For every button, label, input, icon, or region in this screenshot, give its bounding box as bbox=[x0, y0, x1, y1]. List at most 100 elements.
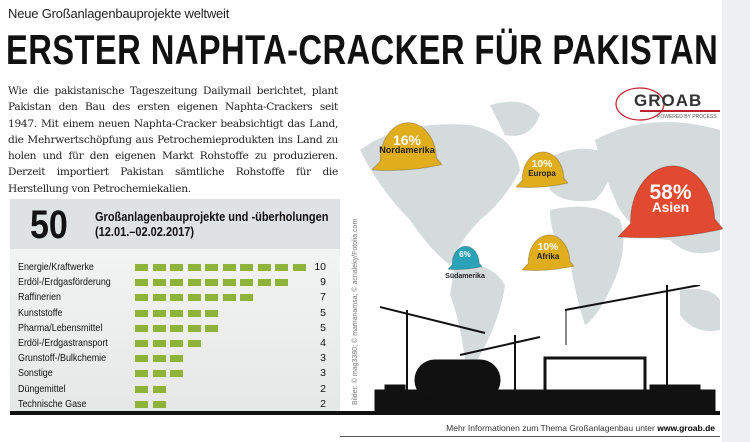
category-label: Raffinerien bbox=[18, 291, 62, 304]
continent-greenland bbox=[490, 101, 540, 136]
bar-unit bbox=[152, 355, 166, 363]
bar-unit bbox=[187, 279, 201, 287]
chart-row: Erdöl-/Erdgasförderung 9 bbox=[10, 275, 340, 290]
bar-unit bbox=[205, 294, 218, 302]
image-credit: Bilder: © mag3380; © mamanamsa; © acnale… bbox=[352, 218, 359, 405]
bar-unit bbox=[222, 264, 236, 271]
bar-unit bbox=[152, 370, 166, 378]
value-label: 2 bbox=[320, 397, 326, 410]
value-label: 4 bbox=[320, 337, 326, 349]
category-label: Pharma/Lebensmittel bbox=[18, 321, 103, 334]
headline: ERSTER NAPHTA-CRACKER FÜR PAKISTAN bbox=[6, 26, 719, 73]
region-helmet: 58% Asien bbox=[618, 162, 723, 241]
bar-unit bbox=[170, 309, 183, 317]
logo-tagline: POWERED BY PROCESS bbox=[657, 114, 717, 120]
helmet-icon bbox=[448, 245, 482, 271]
bar-unit bbox=[205, 324, 218, 332]
storage-tank bbox=[414, 359, 501, 401]
bar-unit bbox=[240, 294, 253, 302]
bar-unit bbox=[135, 309, 148, 317]
bar-unit bbox=[135, 294, 148, 302]
bar-unit bbox=[170, 264, 183, 271]
category-label: Erdöl-/Erdgastransport bbox=[18, 337, 108, 349]
bar-unit bbox=[170, 279, 183, 287]
bar-unit bbox=[257, 279, 271, 287]
region-helmet: 10% Afrika bbox=[522, 233, 574, 272]
value-label: 9 bbox=[320, 276, 326, 289]
total-count: 50 bbox=[30, 203, 68, 247]
bar-unit bbox=[152, 309, 166, 317]
value-label: 5 bbox=[320, 306, 326, 319]
bar-unit bbox=[170, 355, 183, 363]
bar-unit bbox=[170, 370, 183, 378]
region-name: Asien bbox=[651, 200, 690, 216]
chart-header: 50 Großanlagenbauprojekte und -überholun… bbox=[10, 199, 340, 249]
divider bbox=[10, 411, 720, 415]
value-label: 3 bbox=[320, 367, 326, 380]
region-percent: 6% bbox=[459, 250, 471, 260]
chart-row: Grunstoff-/Bulkchemie 3 bbox=[10, 351, 340, 366]
bar-unit bbox=[152, 324, 166, 332]
crane-2 bbox=[459, 335, 541, 395]
chart-row: Sonstige 3 bbox=[10, 366, 340, 381]
region-name: Nordamerika bbox=[379, 145, 435, 156]
region-percent: 58% bbox=[649, 180, 692, 204]
building-small bbox=[649, 384, 701, 396]
chart-row: Pharma/Lebensmittel 5 bbox=[10, 321, 340, 336]
bar-unit bbox=[205, 279, 218, 287]
bar-unit bbox=[275, 264, 288, 271]
category-label: Kunststoffe bbox=[18, 306, 63, 319]
bar-unit bbox=[135, 385, 148, 393]
kicker: Neue Großanlagenbauprojekte weltweit bbox=[8, 6, 230, 21]
footer-link[interactable]: www.groab.de bbox=[657, 423, 715, 433]
value-label: 10 bbox=[314, 261, 326, 273]
category-label: Düngemittel bbox=[18, 382, 66, 395]
region-helmet: 10% Europa bbox=[516, 150, 568, 189]
footer-rule bbox=[340, 436, 720, 437]
value-label: 7 bbox=[320, 291, 326, 304]
projects-chart-panel: 50 Großanlagenbauprojekte und -überholun… bbox=[10, 199, 340, 412]
continent-south-america bbox=[450, 264, 505, 367]
page-edge bbox=[722, 0, 750, 442]
body-text: Wie die pakistanische Tageszeitung Daily… bbox=[8, 85, 338, 195]
bar-unit bbox=[135, 279, 148, 287]
bar-unit bbox=[135, 340, 148, 347]
region-percent: 10% bbox=[531, 158, 553, 170]
chart-row: Energie/Kraftwerke 10 bbox=[10, 260, 340, 275]
helmet-icon bbox=[372, 122, 442, 172]
chart-row: Erdöl-/Erdgastransport 4 bbox=[10, 336, 340, 351]
value-label: 2 bbox=[320, 382, 326, 395]
bar-unit bbox=[152, 294, 166, 302]
logo: GROAB POWERED BY PROCESS bbox=[612, 86, 722, 122]
bar-unit bbox=[170, 324, 183, 332]
category-label: Erdöl-/Erdgasförderung bbox=[18, 276, 111, 289]
region-percent: 10% bbox=[537, 241, 559, 253]
region-helmet: 16% Nordamerika bbox=[372, 120, 442, 173]
helmet-icon bbox=[522, 234, 574, 272]
category-label: Sonstige bbox=[18, 367, 53, 380]
value-label: 3 bbox=[320, 352, 326, 365]
category-label: Grunstoff-/Bulkchemie bbox=[18, 352, 107, 365]
bar-unit bbox=[240, 264, 253, 271]
bar-unit bbox=[135, 355, 148, 363]
bar-unit bbox=[222, 279, 236, 287]
bar-unit bbox=[152, 400, 166, 408]
continent-australia bbox=[680, 288, 720, 331]
bar-unit bbox=[187, 294, 201, 302]
logo-swoosh-icon bbox=[615, 87, 720, 121]
building-small bbox=[384, 384, 406, 396]
bar-unit bbox=[170, 340, 183, 347]
logo-name: GROAB bbox=[634, 91, 703, 110]
bar-unit bbox=[152, 279, 166, 287]
bar-unit bbox=[135, 370, 148, 378]
chart-row: Raffinerien 7 bbox=[10, 290, 340, 305]
bar-unit bbox=[187, 309, 201, 317]
bar-unit bbox=[152, 385, 166, 393]
category-label: Technische Gase bbox=[18, 397, 87, 410]
crane-1 bbox=[379, 306, 486, 395]
continent-africa bbox=[550, 206, 624, 325]
building-frame bbox=[543, 356, 647, 405]
continent-europe bbox=[545, 148, 611, 202]
region-name: Südamerika bbox=[445, 272, 485, 280]
bar-unit bbox=[135, 400, 148, 408]
